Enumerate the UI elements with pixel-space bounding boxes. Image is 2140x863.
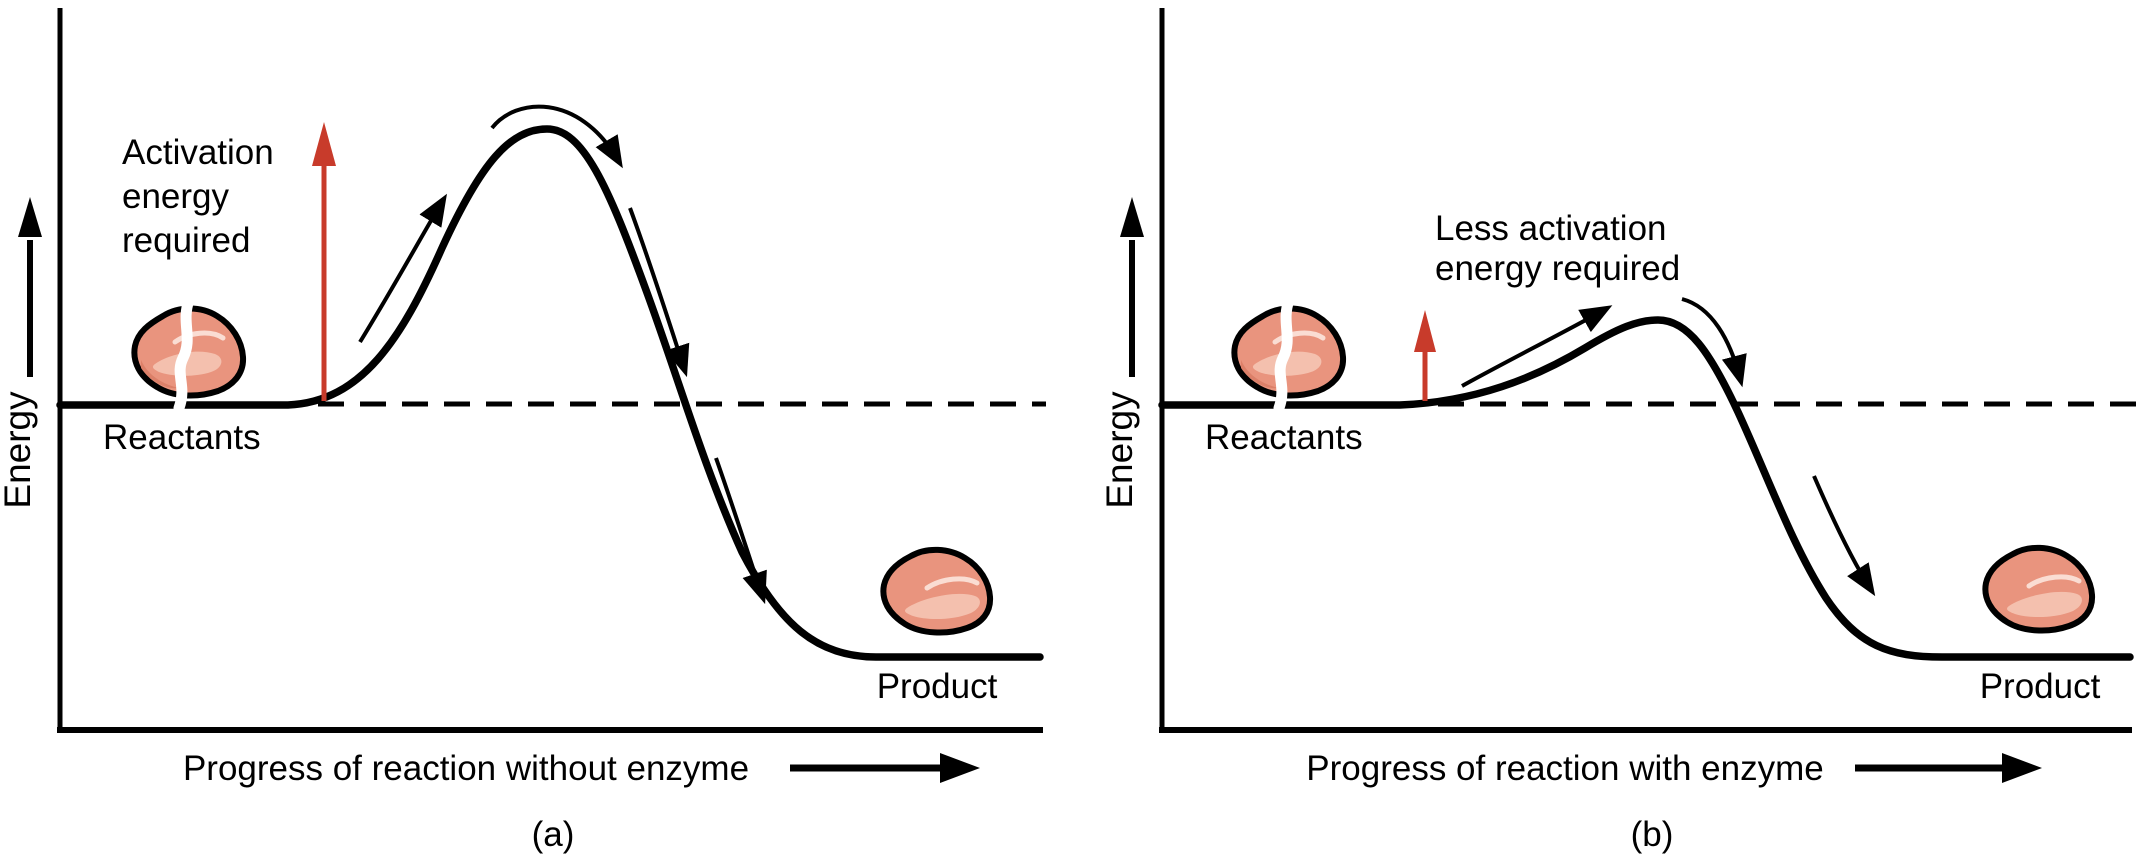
- activation-energy-arrowhead-icon: [312, 122, 336, 166]
- rock-sheen: [924, 576, 980, 591]
- energy-up-arrowhead-icon: [1120, 197, 1144, 237]
- product-rock-icon: [1982, 544, 2096, 634]
- reactants-label: Reactants: [103, 418, 261, 457]
- over-peak-arrow-icon: [490, 104, 623, 169]
- descend-arrow-lower-icon: [714, 457, 767, 605]
- x-axis-label: Progress of reaction without enzyme: [183, 749, 749, 788]
- x-axis-label: Progress of reaction with enzyme: [1306, 749, 1823, 788]
- y-axis-label: Energy: [0, 391, 38, 509]
- over-peak-arrow-icon: [1681, 297, 1747, 388]
- panel-caption: (a): [532, 815, 575, 854]
- climb-arrow-icon: [1461, 305, 1613, 388]
- rock-highlight: [905, 593, 980, 620]
- rock-body: [880, 546, 994, 636]
- activation-energy-arrowhead-icon: [1414, 310, 1436, 352]
- product-rock-icon: [880, 546, 994, 636]
- rock-crack: [173, 294, 195, 414]
- rock-sheen: [172, 330, 226, 345]
- descend-arrow-upper-icon: [628, 207, 690, 378]
- rock-sheen: [2026, 574, 2082, 589]
- energy-curve: [1158, 316, 2134, 661]
- rock-body: [1982, 544, 2096, 634]
- rock-highlight: [152, 351, 222, 376]
- panel-caption: (b): [1631, 815, 1674, 854]
- x-direction-arrowhead-icon: [2002, 753, 2042, 783]
- descend-arrow-icon: [1812, 475, 1876, 597]
- climb-arrow-icon: [358, 193, 447, 344]
- activation-annotation-line2: energy required: [1435, 249, 1680, 288]
- activation-annotation-line1: Less activation: [1435, 209, 1667, 248]
- split-rock-icon: [131, 294, 247, 414]
- activation-annotation-line2: energy: [122, 177, 230, 216]
- reactants-label: Reactants: [1205, 418, 1363, 457]
- rock-shading: [1241, 360, 1279, 389]
- product-label: Product: [877, 667, 998, 706]
- product-label: Product: [1980, 667, 2101, 706]
- rock-highlight: [2007, 591, 2082, 618]
- rock-shading: [141, 360, 179, 389]
- rock-highlight: [1252, 351, 1322, 376]
- activation-annotation-line1: Activation: [122, 133, 274, 172]
- panel-with-enzyme: Energy Less activation energy required R…: [1099, 8, 2136, 854]
- panel-without-enzyme: Energy Activation energy required Reacta…: [0, 8, 1046, 854]
- y-axis-label: Energy: [1099, 391, 1140, 509]
- split-rock-icon: [1231, 294, 1347, 414]
- activation-annotation-line3: required: [122, 221, 250, 260]
- rock-crack: [1273, 294, 1295, 414]
- x-direction-arrowhead-icon: [940, 753, 980, 783]
- energy-up-arrowhead-icon: [18, 197, 42, 237]
- rock-sheen: [1272, 330, 1326, 345]
